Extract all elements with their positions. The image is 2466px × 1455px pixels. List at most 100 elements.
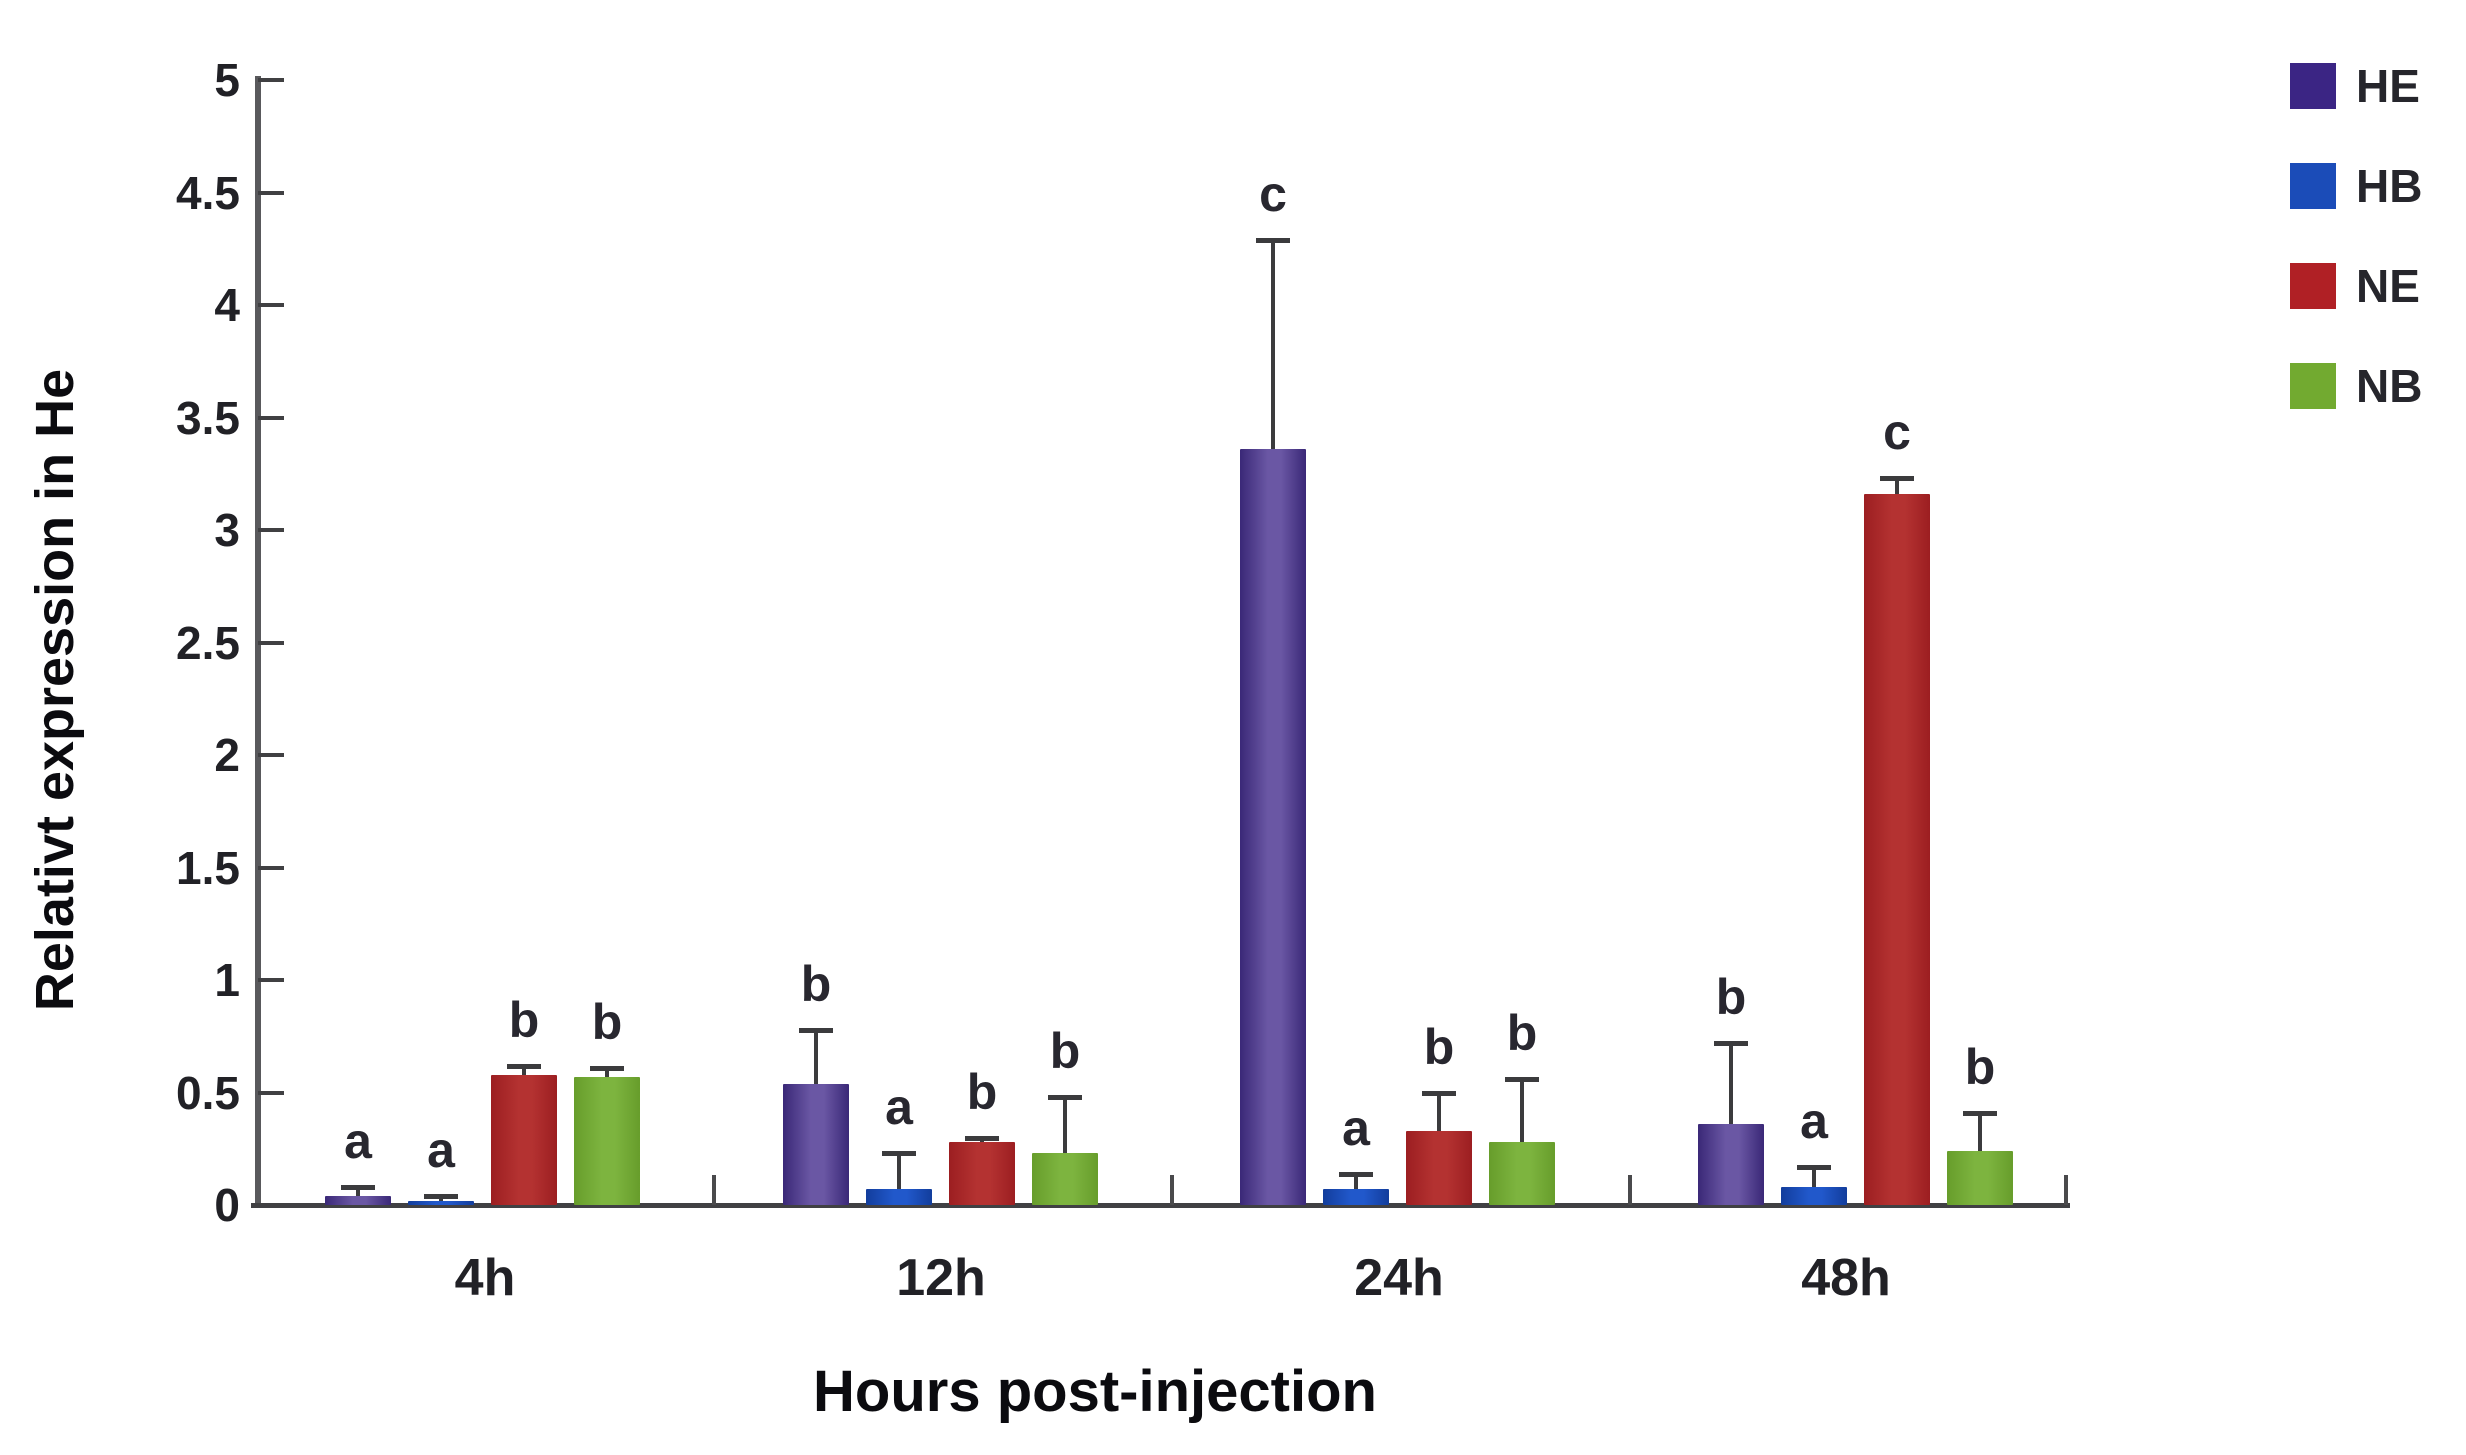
sig-letter-HB-24h: a [1342,1099,1370,1156]
x-tick-label-12h: 12h [896,1249,986,1307]
legend-label-NE: NE [2356,260,2420,312]
error-bar [1271,239,1275,453]
sig-letter-HB-48h: a [1800,1092,1828,1149]
bar-HE-24h [1240,449,1306,1205]
y-axis-tick [258,78,284,82]
error-bar [897,1153,901,1194]
y-axis-tick [258,978,284,982]
legend-label-HE: HE [2356,60,2420,112]
error-bar [1437,1092,1441,1135]
sig-letter-HE-12h: b [800,955,832,1012]
error-bar-cap [1963,1110,1997,1116]
y-axis-tick [258,415,284,420]
bar-NB-48h [1947,1151,2013,1205]
bar-NB-24h [1489,1142,1555,1205]
sig-letter-HE-4h: a [344,1113,372,1169]
error-bar-cap [1422,1090,1456,1096]
error-bar-cap [1880,476,1914,482]
bar-HE-12h [783,1083,849,1205]
x-tick-label-4h: 4h [454,1249,516,1307]
error-bar-cap [1714,1041,1748,1046]
error-bar-cap [1256,237,1290,243]
bar-HB-48h [1781,1187,1847,1205]
y-axis-tick [258,190,284,195]
sig-letter-NE-24h: b [1423,1018,1455,1075]
error-bar-cap [424,1194,458,1199]
legend-label-NB: NB [2356,360,2423,412]
sig-letter-HB-4h: a [427,1122,455,1178]
error-bar-cap [1797,1164,1831,1170]
error-bar [1978,1112,1982,1155]
y-axis-tick [258,640,284,645]
error-bar [814,1029,818,1088]
y-axis-tick [258,1090,284,1095]
sig-letter-NB-4h: b [591,993,623,1050]
y-tick-label: 5 [214,54,240,106]
error-bar [980,1137,984,1146]
error-bar-cap [882,1151,916,1157]
x-axis-title: Hours post-injection [813,1359,1377,1424]
sig-letter-HB-12h: a [885,1079,913,1136]
error-bar-cap [590,1065,624,1071]
error-bar [439,1196,443,1205]
bar-NE-12h [949,1142,1015,1205]
bar-HB-4h [408,1200,474,1205]
sig-letter-NB-12h: b [1049,1023,1081,1079]
error-bar [1354,1173,1358,1194]
bar-NE-4h [491,1074,557,1205]
x-axis-line [251,1203,2070,1208]
sig-letter-NE-48h: c [1883,404,1911,461]
legend-swatch-NB [2290,363,2336,409]
error-bar-cap [507,1063,541,1069]
legend-label-HB: HB [2356,160,2423,212]
legend-swatch-HE [2290,63,2336,109]
x-axis-boundary-tick [1170,1175,1174,1205]
y-axis-title: Relativt expression in He [25,368,85,1012]
bar-HB-12h [866,1189,932,1205]
sig-letter-NB-24h: b [1506,1005,1538,1061]
sig-letter-NB-48h: b [1964,1038,1996,1095]
y-axis-tick [258,1203,284,1207]
error-bar-cap [1339,1171,1373,1177]
bar-NB-12h [1032,1153,1098,1205]
y-axis-tick [258,865,284,870]
x-tick-label-48h: 48h [1801,1249,1891,1307]
y-tick-label: 1 [214,954,240,1006]
x-axis-boundary-tick [712,1175,716,1205]
y-tick-label: 4.5 [176,166,240,219]
x-tick-label-24h: 24h [1354,1249,1444,1307]
sig-letter-HE-24h: c [1259,165,1287,222]
error-bar [1895,478,1899,498]
legend-swatch-NE [2290,263,2336,309]
y-tick-label: 2 [214,729,240,781]
error-bar-cap [965,1135,999,1141]
error-bar-cap [799,1027,833,1033]
bar-NB-4h [574,1076,640,1205]
error-bar-cap [341,1185,375,1190]
x-axis-boundary-tick [1628,1175,1632,1205]
error-bar-cap [1048,1095,1082,1100]
error-bar-cap [1505,1077,1539,1082]
legend-swatch-HB [2290,163,2336,209]
bar-HB-24h [1323,1189,1389,1205]
bar-NE-24h [1406,1130,1472,1205]
y-axis-tick [258,303,284,307]
x-axis-boundary-tick [2064,1175,2068,1205]
error-bar [1729,1043,1733,1128]
y-tick-label: 3 [214,504,240,556]
sig-letter-NE-12h: b [966,1063,998,1120]
y-tick-label: 0 [214,1179,240,1231]
error-bar [605,1067,609,1081]
y-tick-label: 2.5 [176,616,240,669]
y-tick-label: 1.5 [176,841,240,894]
y-tick-label: 3.5 [176,391,240,444]
y-axis-tick [258,753,284,757]
error-bar [356,1187,360,1200]
error-bar [1812,1166,1816,1191]
error-bar [1520,1079,1524,1146]
y-tick-label: 0.5 [176,1066,240,1119]
y-tick-label: 4 [214,279,240,331]
bar-HE-48h [1698,1124,1764,1205]
sig-letter-NE-4h: b [508,991,540,1048]
